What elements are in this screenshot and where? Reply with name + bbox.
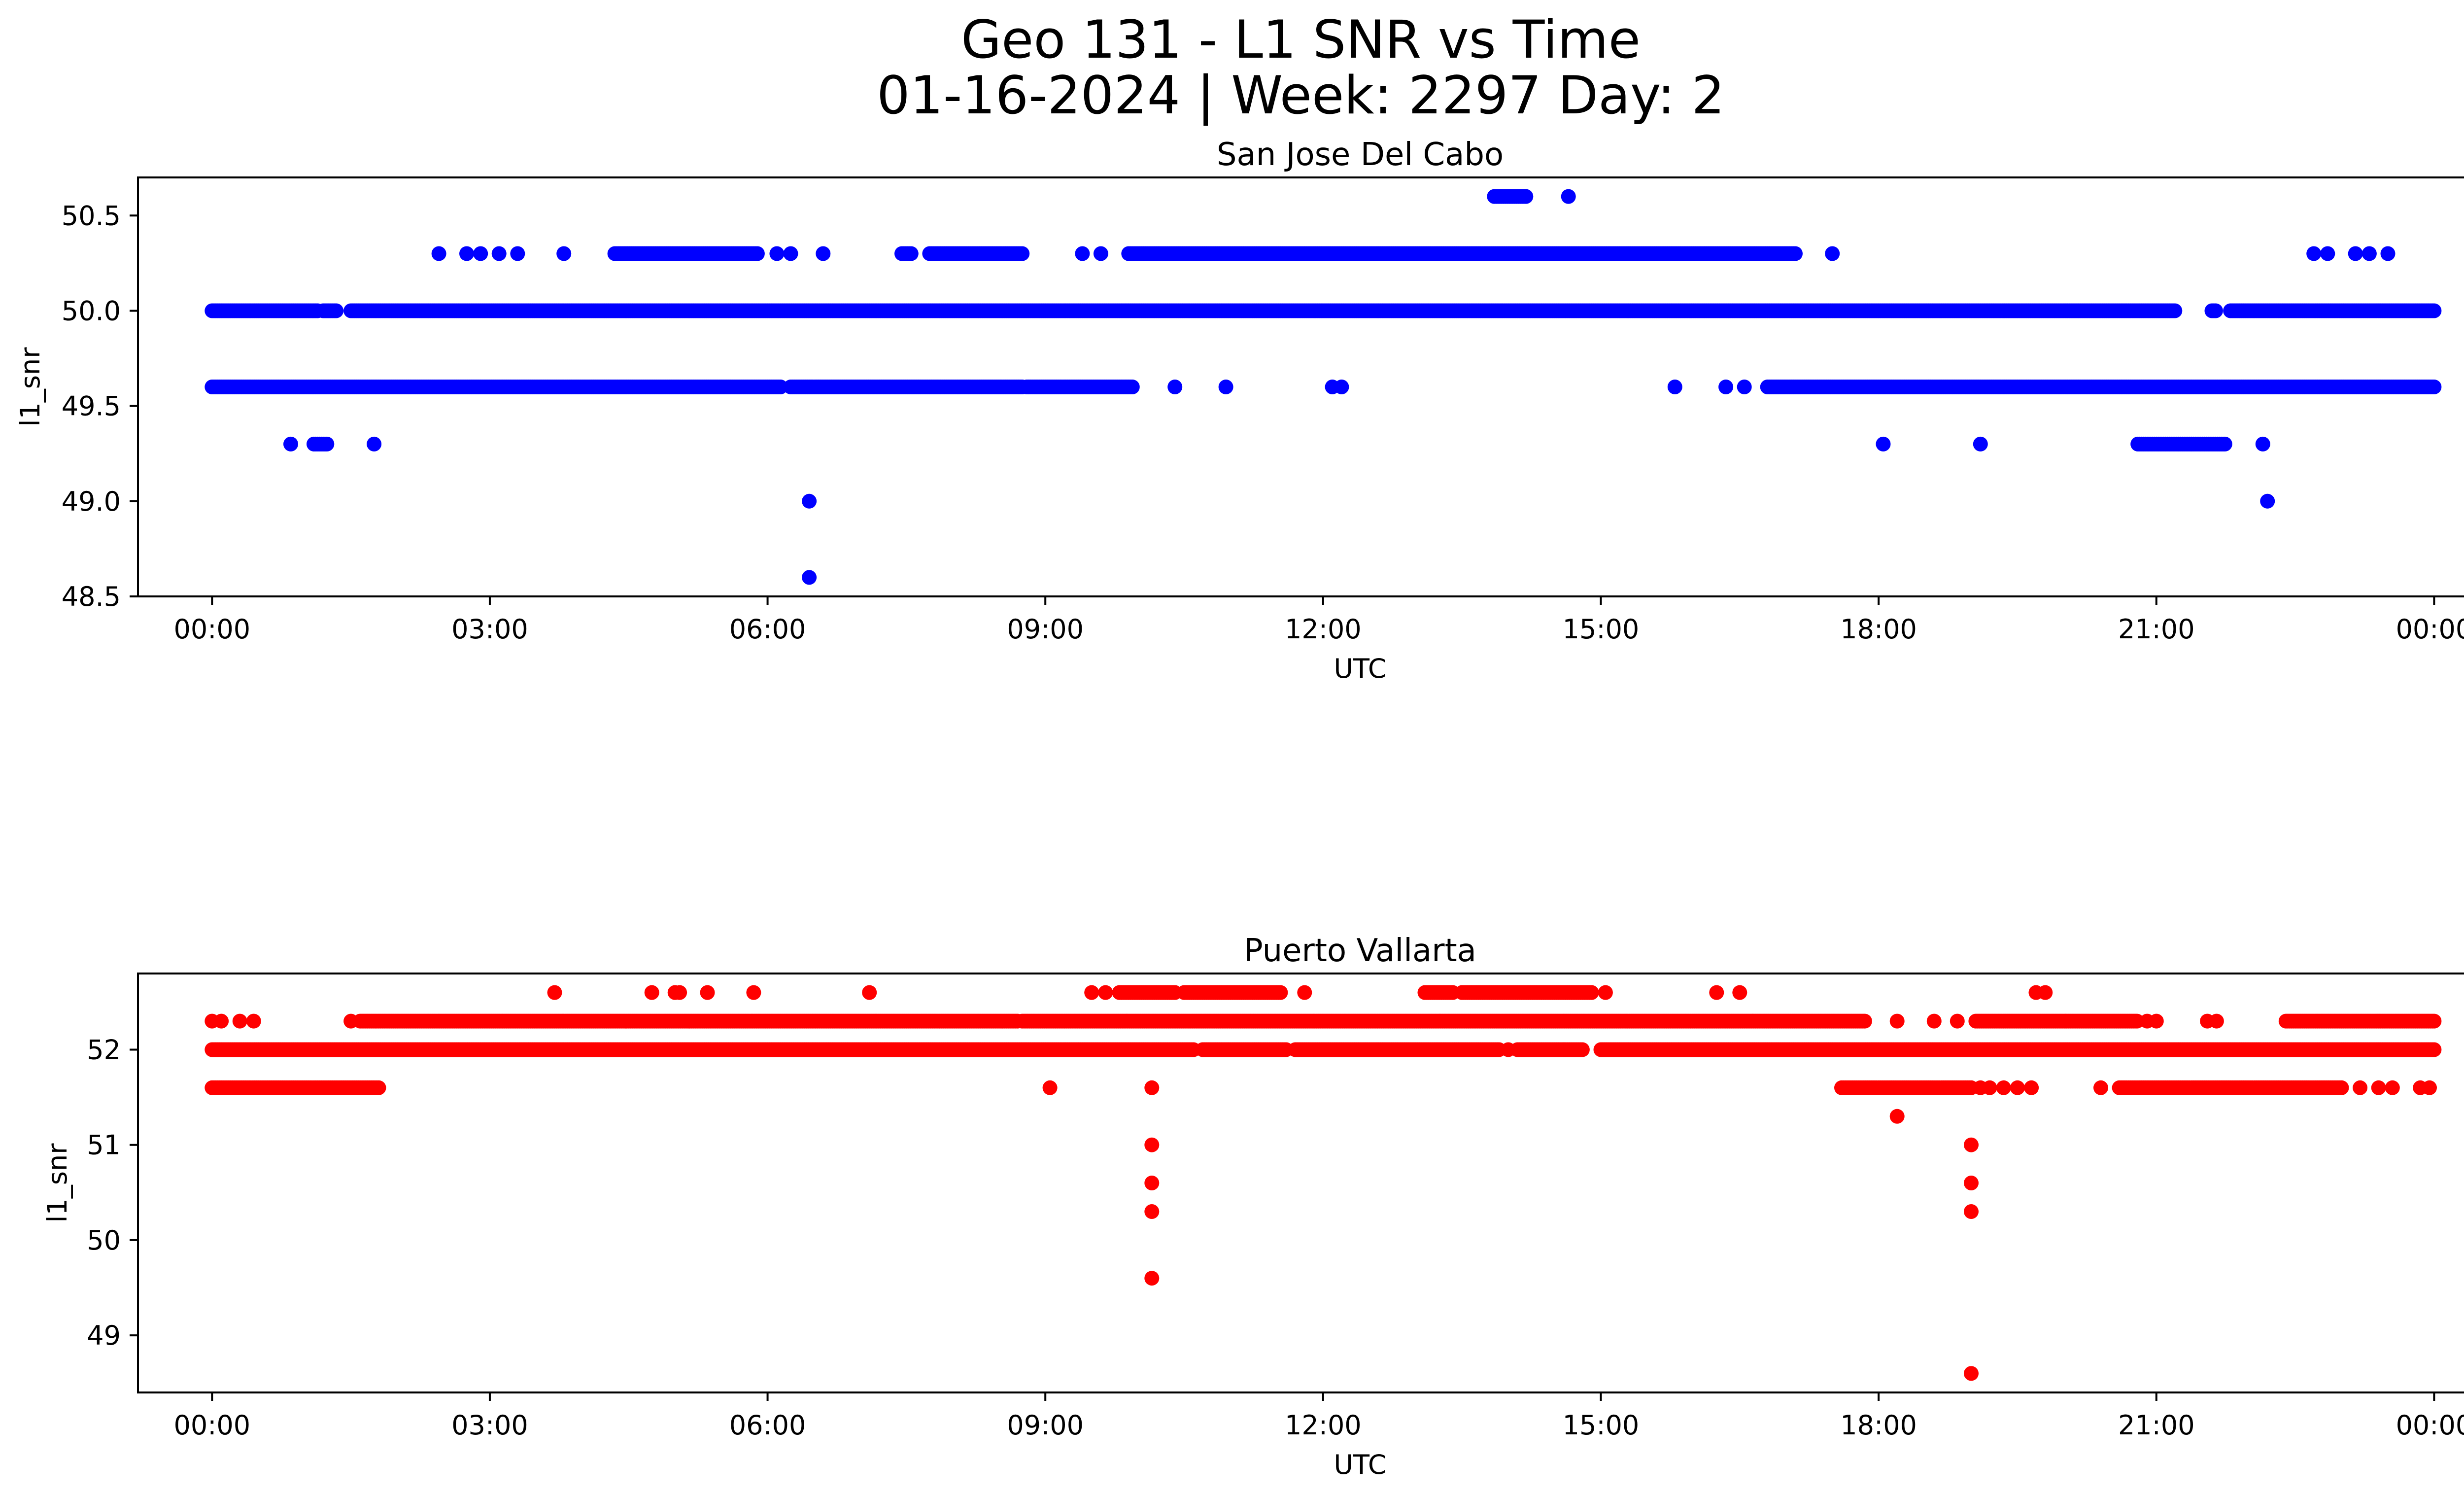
data-points <box>205 189 2442 585</box>
data-point <box>750 246 765 261</box>
data-point <box>1075 246 1090 261</box>
data-point <box>2427 1013 2442 1029</box>
data-point <box>2038 985 2053 1000</box>
data-point <box>556 246 572 261</box>
data-point <box>1273 985 1288 1000</box>
data-point <box>816 246 831 261</box>
data-point <box>2361 246 2377 261</box>
data-point <box>1584 985 1599 1000</box>
data-point <box>547 985 562 1000</box>
data-point <box>1561 189 1576 204</box>
data-point <box>214 1013 229 1029</box>
data-point <box>746 985 761 1000</box>
data-point <box>1926 1013 1942 1029</box>
data-point <box>1950 1013 1965 1029</box>
data-point <box>672 985 687 1000</box>
data-point <box>1825 246 1840 261</box>
plot-area-border <box>137 176 2464 597</box>
data-point <box>1857 1013 1872 1029</box>
data-point <box>2320 246 2335 261</box>
data-points <box>205 985 2442 1381</box>
data-point <box>1889 1013 1905 1029</box>
data-point <box>2306 246 2322 261</box>
data-point <box>329 303 344 318</box>
data-point <box>1574 1042 1590 1057</box>
data-point <box>459 246 474 261</box>
data-point <box>246 1013 261 1029</box>
data-point <box>700 985 715 1000</box>
data-point <box>644 985 659 1000</box>
plot-frame <box>137 973 2464 1393</box>
data-point <box>431 246 446 261</box>
data-point <box>1098 985 1113 1000</box>
data-point <box>1709 985 1724 1000</box>
data-point <box>232 1013 247 1029</box>
data-point <box>1084 985 1099 1000</box>
data-point <box>491 246 507 261</box>
data-point <box>1732 985 1747 1000</box>
data-point <box>1015 246 1030 261</box>
data-point <box>1297 985 1312 1000</box>
data-point <box>2380 246 2396 261</box>
data-point <box>1518 189 1534 204</box>
data-point <box>1598 985 1613 1000</box>
data-point <box>769 246 785 261</box>
data-point <box>2348 246 2363 261</box>
data-point <box>2209 1013 2224 1029</box>
data-point <box>783 246 798 261</box>
data-point <box>510 246 525 261</box>
figure-subtitle: 01-16-2024 | Week: 2297 Day: 2 <box>877 65 1725 126</box>
data-point <box>903 246 919 261</box>
data-point <box>1093 246 1108 261</box>
figure-title: Geo 131 - L1 SNR vs Time <box>960 9 1641 70</box>
data-point <box>862 985 877 1000</box>
data-point <box>473 246 488 261</box>
data-point <box>2149 1013 2164 1029</box>
plot-frame <box>137 176 2464 597</box>
plot-area-border <box>137 973 2464 1393</box>
data-point <box>343 1013 359 1029</box>
data-point <box>1788 246 1803 261</box>
